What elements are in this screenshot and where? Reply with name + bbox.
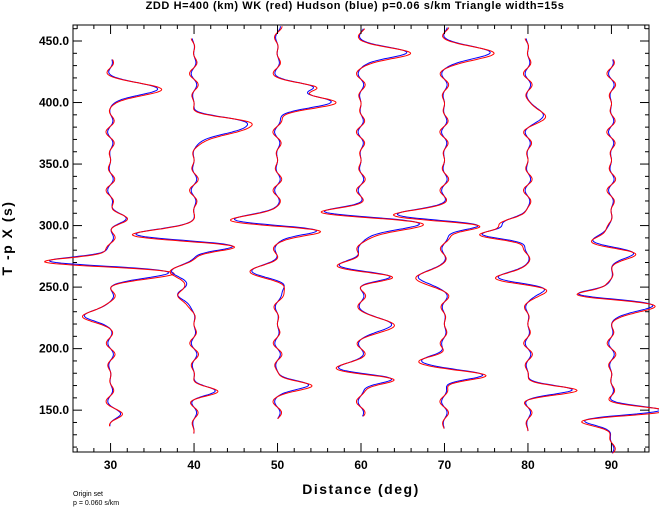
x-tick-label: 80: [521, 458, 535, 472]
x-tick-label: 50: [271, 458, 285, 472]
x-axis-ticks: 30 40 50 60 70 80 90: [76, 25, 646, 472]
hudson-trace: [135, 38, 248, 434]
x-tick-label: 40: [187, 458, 201, 472]
x-tick-label: 70: [438, 458, 452, 472]
hudson-trace: [396, 27, 491, 429]
traces-group: [44, 26, 659, 454]
x-tick-label: 90: [605, 458, 619, 472]
y-axis-ticks: 150.0 200.0 250.0 300.0 350.0 400.0 450.0: [39, 28, 649, 448]
footer-ray-parameter-note: p = 0.060 s/km: [73, 500, 119, 507]
y-tick-label: 200.0: [39, 342, 69, 356]
hudson-trace: [48, 59, 170, 427]
footer-origin-note: Origin set: [73, 491, 103, 498]
wk-trace: [479, 38, 578, 432]
x-axis-label: Distance (deg): [302, 481, 419, 497]
y-tick-label: 250.0: [39, 280, 69, 294]
wk-trace: [320, 28, 424, 417]
y-tick-label: 350.0: [39, 157, 69, 171]
y-tick-label: 450.0: [39, 34, 69, 48]
y-tick-label: 400.0: [39, 96, 69, 110]
chart-title: ZDD H=400 (km) WK (red) Hudson (blue) p=…: [146, 0, 565, 12]
y-tick-label: 300.0: [39, 219, 69, 233]
hudson-trace: [577, 59, 659, 454]
wk-trace: [576, 59, 659, 454]
wk-trace: [131, 38, 253, 434]
wk-trace: [392, 27, 495, 429]
hudson-trace: [233, 26, 332, 420]
x-tick-label: 30: [104, 458, 118, 472]
y-tick-label: 150.0: [39, 403, 69, 417]
wk-trace: [229, 26, 337, 420]
y-axis-label: T -p X (s): [0, 201, 15, 276]
x-tick-label: 60: [354, 458, 368, 472]
wk-trace: [44, 59, 175, 427]
hudson-trace: [481, 38, 573, 432]
hudson-trace: [323, 28, 420, 417]
